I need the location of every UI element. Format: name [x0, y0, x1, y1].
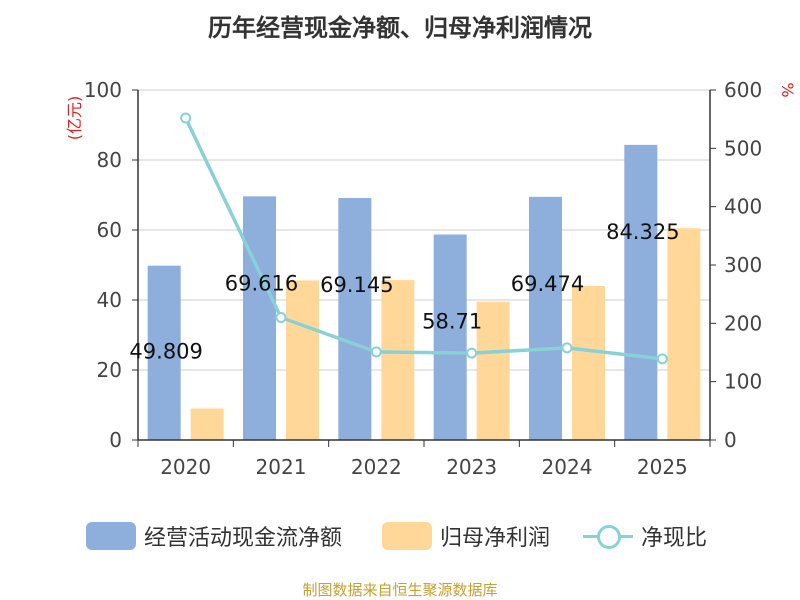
y-right-axis-title: % [778, 82, 797, 97]
legend-swatch-cash-flow [86, 522, 136, 550]
bar-cash-flow [529, 196, 562, 440]
x-tick-label: 2025 [637, 455, 688, 479]
x-tick-label: 2024 [542, 455, 593, 479]
bar-net-profit [381, 280, 415, 440]
legend-swatch-ratio [583, 522, 633, 550]
y-right-tick-label: 0 [724, 428, 737, 452]
line-point-ratio [466, 347, 478, 359]
legend-item-net-profit[interactable]: 归母净利润 [382, 516, 550, 556]
x-tick-label: 2020 [160, 455, 211, 479]
y-left-tick-label: 40 [97, 288, 122, 312]
bar-cash-flow [338, 197, 372, 440]
y-left-tick-label: 100 [84, 78, 122, 102]
bar-net-profit [286, 280, 319, 440]
y-right-tick-label: 100 [724, 370, 762, 394]
y-left-tick-label: 80 [97, 148, 122, 172]
y-right-tick-label: 400 [724, 195, 762, 219]
legend-label-ratio: 净现比 [641, 526, 708, 551]
y-left-tick-label: 60 [97, 218, 122, 242]
data-label-cash-flow: 58.71 [422, 310, 482, 334]
chart-title: 历年经营现金净额、归母净利润情况 [208, 14, 592, 42]
y-left-tick-label: 20 [97, 358, 122, 382]
bar-cash-flow [433, 234, 467, 440]
y-right-tick-label: 200 [724, 311, 762, 335]
data-label-cash-flow: 84.325 [606, 220, 679, 244]
legend-item-ratio[interactable]: 净现比 [583, 516, 707, 556]
x-tick-label: 2021 [256, 455, 307, 479]
legend: 经营活动现金流净额 归母净利润 净现比 [0, 516, 800, 556]
line-point-ratio [656, 353, 668, 365]
y-left-tick-label: 0 [109, 428, 122, 452]
bar-net-profit [476, 301, 510, 440]
bar-net-profit [572, 286, 605, 440]
bar-cash-flow [624, 144, 658, 441]
y-right-tick-label: 500 [724, 136, 762, 160]
line-ratio [184, 117, 663, 361]
data-label-cash-flow: 69.474 [511, 272, 584, 296]
line-point-ratio [370, 346, 382, 358]
x-tick-label: 2023 [446, 455, 497, 479]
y-left-axis-title: (亿元) [65, 96, 84, 141]
y-right-tick-label: 300 [724, 253, 762, 277]
x-tick-label: 2022 [351, 455, 402, 479]
y-right-tick-label: 600 [724, 78, 762, 102]
bar-cash-flow [147, 265, 181, 440]
bar-net-profit [667, 228, 701, 440]
bar-cash-flow [243, 196, 276, 440]
legend-item-cash-flow[interactable]: 经营活动现金流净额 [86, 516, 342, 556]
legend-label-net-profit: 归母净利润 [440, 526, 551, 551]
data-label-cash-flow: 69.145 [320, 273, 393, 297]
bar-net-profit [190, 408, 224, 440]
data-label-cash-flow: 49.809 [129, 340, 202, 364]
legend-swatch-net-profit [382, 522, 432, 550]
legend-label-cash-flow: 经营活动现金流净额 [144, 526, 343, 551]
line-point-ratio [180, 112, 192, 124]
data-source-note: 制图数据来自恒生聚源数据库 [302, 581, 498, 599]
data-label-cash-flow: 69.616 [225, 271, 298, 295]
line-point-ratio [275, 312, 287, 323]
line-point-ratio [561, 342, 573, 354]
